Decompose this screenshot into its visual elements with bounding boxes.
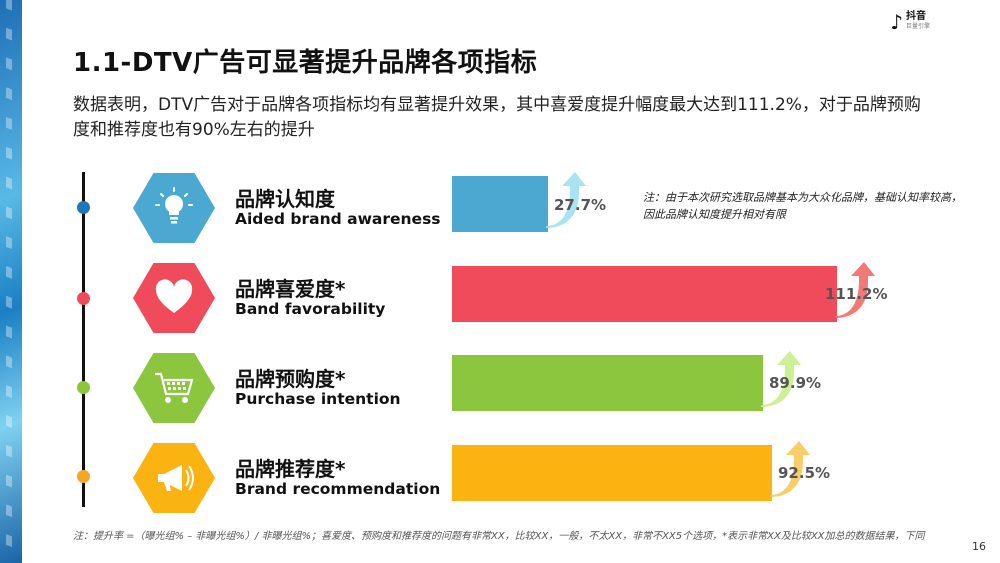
- bar-awareness: [452, 176, 548, 232]
- arrow-up-icon: [546, 172, 586, 228]
- timeline-dot-favorability: [77, 292, 90, 305]
- bar-recommendation: [452, 445, 772, 501]
- timeline-dot-awareness: [77, 201, 90, 214]
- metric-label-en-favorability: Band favorability: [235, 300, 386, 318]
- bar-purchase: [452, 355, 763, 411]
- heart-icon: [155, 279, 193, 313]
- logo-main-text: 抖音: [905, 11, 926, 22]
- hexagon-favorability: [133, 263, 215, 333]
- music-note-icon: ♪: [890, 10, 903, 34]
- page-number: 16: [972, 540, 986, 553]
- value-label-favorability: 111.2%: [825, 285, 888, 303]
- lightbulb-icon: [155, 187, 193, 224]
- timeline-dot-recommendation: [77, 470, 90, 483]
- arrow-up-icon: [761, 351, 801, 407]
- brand-logo: ♪ 抖音 巨量引擎: [890, 10, 930, 34]
- arrow-up-icon: [770, 441, 810, 497]
- timeline-line: [82, 172, 85, 507]
- awareness-note: 注：由于本次研究选取品牌基本为大众化品牌，基础认知率较高，因此品牌认知度提升相对…: [643, 191, 962, 221]
- metric-label-cn-recommendation: 品牌推荐度*: [235, 457, 346, 481]
- shopping-cart-icon: [155, 372, 194, 403]
- metric-label-en-purchase: Purchase intention: [235, 390, 401, 408]
- value-label-recommendation: 92.5%: [778, 464, 831, 482]
- logo-sub-text: 巨量引擎: [905, 23, 930, 30]
- metric-label-en-recommendation: Brand recommendation: [235, 480, 441, 498]
- metric-label-en-awareness: Aided brand awareness: [235, 210, 441, 228]
- bar-favorability: [452, 266, 837, 322]
- hexagon-purchase: [133, 353, 215, 423]
- megaphone-icon: [158, 465, 194, 491]
- hexagon-recommendation: [133, 443, 215, 513]
- timeline-dot-purchase: [77, 381, 90, 394]
- hexagon-awareness: [133, 173, 215, 243]
- page-title: 1.1-DTV广告可显著提升品牌各项指标: [73, 48, 538, 78]
- decorative-side-stripe: [0, 0, 22, 563]
- footnote: 注：提升率 =（曝光组% – 非曝光组%）/ 非曝光组%；喜爱度、预购度和推荐度…: [73, 531, 925, 542]
- metric-label-cn-purchase: 品牌预购度*: [235, 367, 346, 391]
- metric-label-cn-favorability: 品牌喜爱度*: [235, 277, 346, 301]
- arrow-up-icon: [835, 262, 875, 318]
- metric-label-cn-awareness: 品牌认知度: [235, 187, 335, 211]
- page-subtitle: 数据表明，DTV广告对于品牌各项指标均有显著提升效果，其中喜爱度提升幅度最大达到…: [73, 95, 921, 140]
- value-label-purchase: 89.9%: [769, 374, 822, 392]
- value-label-awareness: 27.7%: [554, 196, 607, 214]
